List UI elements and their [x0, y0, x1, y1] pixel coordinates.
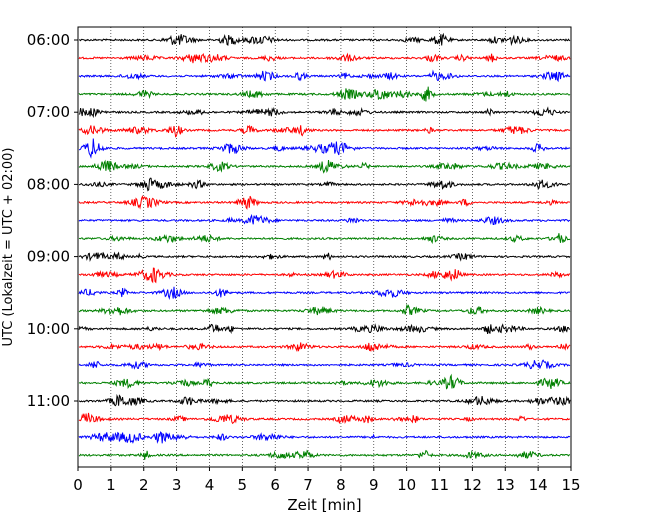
seismic-trace: [78, 412, 571, 425]
x-tick-label: 3: [172, 476, 182, 494]
x-tick-label: 9: [369, 476, 379, 494]
x-tick-label: 12: [463, 476, 482, 494]
seismic-trace: [78, 106, 571, 119]
seismic-trace: [78, 138, 571, 159]
x-tick-label: 0: [73, 476, 83, 494]
seismic-trace: [78, 69, 571, 83]
y-tick-label: 11:00: [27, 392, 70, 410]
seismic-trace: [78, 195, 571, 210]
seismic-trace: [78, 286, 571, 300]
y-axis-label: UTC (Lokalzeit = UTC + 02:00): [1, 148, 16, 347]
x-tick-label: 2: [139, 476, 149, 494]
y-tick-label: 06:00: [27, 31, 70, 49]
x-tick-label: 8: [336, 476, 346, 494]
seismic-trace: [78, 52, 571, 64]
y-axis: 06:00 07:00 08:00 09:00 10:00 11:00: [27, 31, 78, 410]
x-tick-label: 10: [397, 476, 416, 494]
x-tick-label: 14: [529, 476, 548, 494]
x-axis-label: Zeit [min]: [287, 496, 361, 514]
x-tick-label: 5: [238, 476, 248, 494]
seismic-trace: [78, 342, 571, 353]
seismic-traces: [78, 32, 571, 460]
seismic-trace: [78, 251, 571, 262]
seismic-trace: [78, 213, 571, 225]
seismic-trace: [78, 177, 571, 192]
seismic-trace: [78, 32, 571, 47]
seismic-trace: [78, 373, 571, 390]
x-tick-label: 11: [430, 476, 449, 494]
seismic-trace: [78, 86, 571, 102]
seismic-trace: [78, 431, 571, 444]
seismic-trace: [78, 359, 571, 370]
x-tick-label: 13: [496, 476, 515, 494]
y-tick-label: 08:00: [27, 175, 70, 193]
seismic-trace: [78, 267, 571, 284]
y-tick-label: 09:00: [27, 248, 70, 266]
x-tick-label: 6: [270, 476, 280, 494]
seismic-trace: [78, 124, 571, 138]
x-tick-label: 7: [303, 476, 313, 494]
plot-frame: [77, 26, 572, 468]
y-tick-label: 10:00: [27, 320, 70, 338]
y-tick-label: 07:00: [27, 103, 70, 121]
seismic-trace: [78, 233, 571, 245]
seismic-trace: [78, 303, 571, 316]
x-axis: 0 1 2 3 4 5 6 7 8 9 10 11 12 13 14 15: [73, 467, 581, 494]
seismic-trace: [78, 159, 571, 174]
x-tick-label: 4: [205, 476, 215, 494]
seismic-trace: [78, 323, 571, 335]
x-tick-label: 15: [561, 476, 580, 494]
seismic-trace: [78, 449, 571, 460]
x-tick-label: 1: [106, 476, 116, 494]
seismic-trace: [78, 393, 571, 407]
grid-lines: [110, 27, 539, 467]
